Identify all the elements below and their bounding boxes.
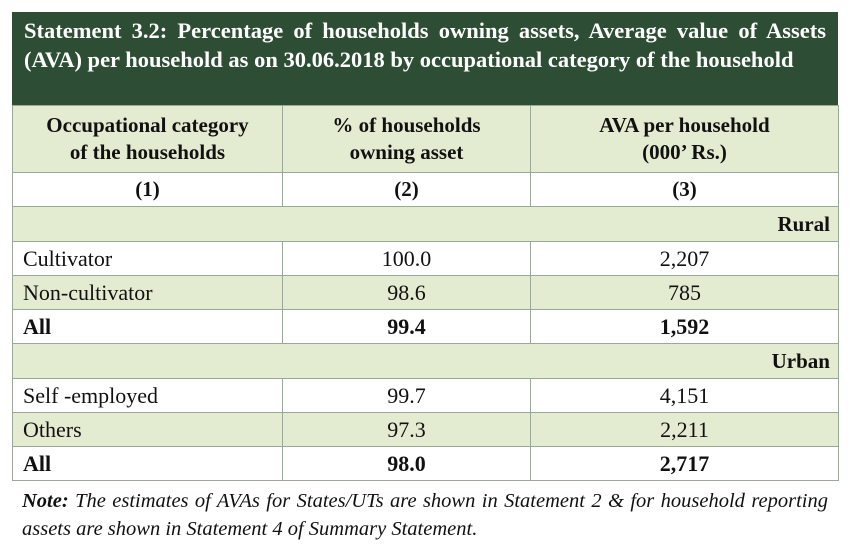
category-cell: Self -employed bbox=[12, 378, 283, 413]
category-cell: Others bbox=[12, 412, 283, 447]
table-row: Cultivator 100.0 2,207 bbox=[12, 241, 839, 276]
pct-cell: 97.3 bbox=[282, 412, 531, 447]
pct-cell: 99.4 bbox=[282, 309, 531, 344]
assets-table: Occupational category of the households … bbox=[12, 105, 839, 481]
ava-cell: 4,151 bbox=[530, 378, 839, 413]
statement-title: Statement 3.2: Percentage of households … bbox=[12, 12, 838, 105]
ava-cell: 2,211 bbox=[530, 412, 839, 447]
note-text: The estimates of AVAs for States/UTs are… bbox=[22, 490, 829, 540]
category-cell: All bbox=[12, 446, 283, 481]
table-row-total: All 98.0 2,717 bbox=[12, 446, 839, 481]
col-number: (3) bbox=[530, 172, 839, 207]
column-number-row: (1) (2) (3) bbox=[12, 172, 839, 207]
col-header-occupational-category: Occupational category of the households bbox=[12, 105, 283, 173]
col-number: (1) bbox=[12, 172, 283, 207]
pct-cell: 98.6 bbox=[282, 275, 531, 310]
table-row-total: All 99.4 1,592 bbox=[12, 309, 839, 344]
section-label: Rural bbox=[12, 206, 839, 242]
statement-container: Statement 3.2: Percentage of households … bbox=[12, 12, 839, 543]
table-row: Self -employed 99.7 4,151 bbox=[12, 378, 839, 413]
table-row: Others 97.3 2,211 bbox=[12, 412, 839, 447]
table-row: Non-cultivator 98.6 785 bbox=[12, 275, 839, 310]
footnote: Note: The estimates of AVAs for States/U… bbox=[12, 481, 838, 543]
pct-cell: 98.0 bbox=[282, 446, 531, 481]
col-number: (2) bbox=[282, 172, 531, 207]
header-row: Occupational category of the households … bbox=[12, 105, 839, 173]
section-row-rural: Rural bbox=[12, 206, 839, 242]
category-cell: Non-cultivator bbox=[12, 275, 283, 310]
col-header-pct-households: % of households owning asset bbox=[282, 105, 531, 173]
pct-cell: 99.7 bbox=[282, 378, 531, 413]
col-header-ava: AVA per household (000’ Rs.) bbox=[530, 105, 839, 173]
ava-cell: 2,207 bbox=[530, 241, 839, 276]
ava-cell: 1,592 bbox=[530, 309, 839, 344]
section-row-urban: Urban bbox=[12, 343, 839, 379]
note-label: Note: bbox=[22, 490, 69, 512]
ava-cell: 2,717 bbox=[530, 446, 839, 481]
section-label: Urban bbox=[12, 343, 839, 379]
category-cell: Cultivator bbox=[12, 241, 283, 276]
ava-cell: 785 bbox=[530, 275, 839, 310]
category-cell: All bbox=[12, 309, 283, 344]
pct-cell: 100.0 bbox=[282, 241, 531, 276]
